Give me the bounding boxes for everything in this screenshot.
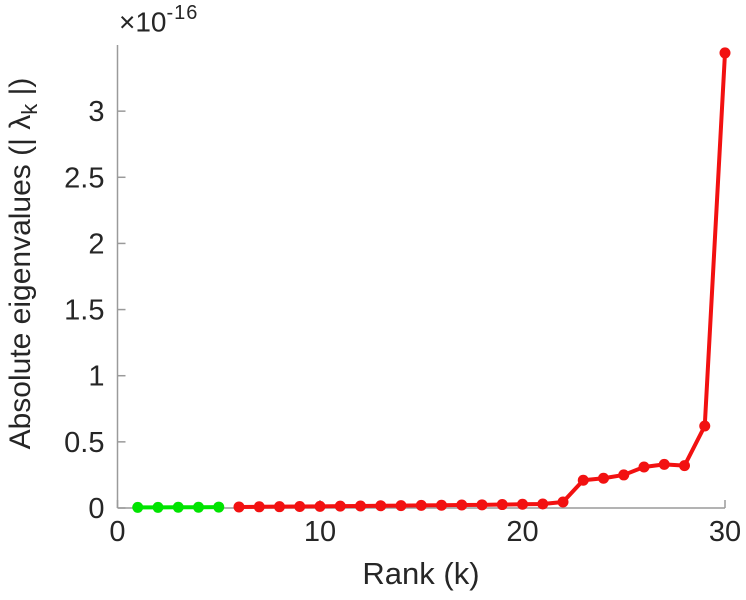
y-tick-label: 0 — [88, 493, 104, 525]
data-point-red — [719, 47, 731, 59]
data-point-red — [699, 420, 711, 432]
data-point-green — [193, 501, 204, 513]
data-point-red — [496, 499, 508, 511]
y-tick-label: 0.5 — [64, 427, 104, 459]
data-point-red — [294, 501, 306, 513]
data-point-red — [253, 501, 265, 513]
lambda-subscript: k — [17, 103, 42, 115]
data-point-red — [577, 474, 589, 486]
data-point-red — [436, 499, 447, 511]
y-tick-label: 1 — [88, 361, 104, 393]
series-line-red — [238, 52, 727, 509]
y-axis-label: Absolute eigenvalues (| λk |) — [4, 0, 43, 527]
y-tick-label: 1.5 — [64, 295, 104, 327]
exponent-base: ×10 — [119, 6, 167, 38]
data-point-red — [395, 500, 407, 512]
data-point-red — [557, 496, 569, 508]
data-point-red — [658, 458, 670, 470]
data-point-red — [274, 501, 285, 513]
y-axis-label-close: |) — [4, 77, 37, 104]
lambda-symbol: λ — [4, 114, 37, 130]
data-point-green — [132, 501, 144, 513]
y-axis-exponent-label: ×10-16 — [119, 2, 199, 38]
data-point-red — [679, 460, 690, 472]
data-point-red — [355, 500, 366, 512]
data-point-red — [638, 461, 650, 473]
x-tick-label: 20 — [506, 516, 538, 548]
y-axis-label-text: Absolute eigenvalues (| — [4, 129, 37, 450]
data-point-green — [152, 501, 164, 513]
data-point-green — [213, 501, 225, 513]
exponent-power: -16 — [166, 2, 199, 24]
data-point-red — [456, 499, 468, 511]
y-tick-label: 2.5 — [64, 162, 104, 194]
x-axis-label: Rank (k) — [362, 556, 480, 591]
data-point-red — [314, 500, 326, 512]
y-tick-label: 3 — [88, 96, 104, 128]
data-point-red — [598, 472, 609, 484]
data-point-red — [334, 500, 346, 512]
data-point-red — [476, 499, 488, 511]
data-point-red — [415, 499, 427, 511]
x-tick-label: 10 — [304, 516, 336, 548]
data-point-red — [233, 501, 245, 513]
x-tick-label: 30 — [709, 516, 741, 548]
x-tick-label: 0 — [109, 516, 125, 548]
data-point-green — [172, 501, 184, 513]
data-point-red — [618, 469, 630, 481]
data-point-red — [375, 500, 387, 512]
y-tick-label: 2 — [88, 228, 104, 260]
data-point-red — [537, 498, 549, 510]
data-point-red — [517, 498, 528, 510]
